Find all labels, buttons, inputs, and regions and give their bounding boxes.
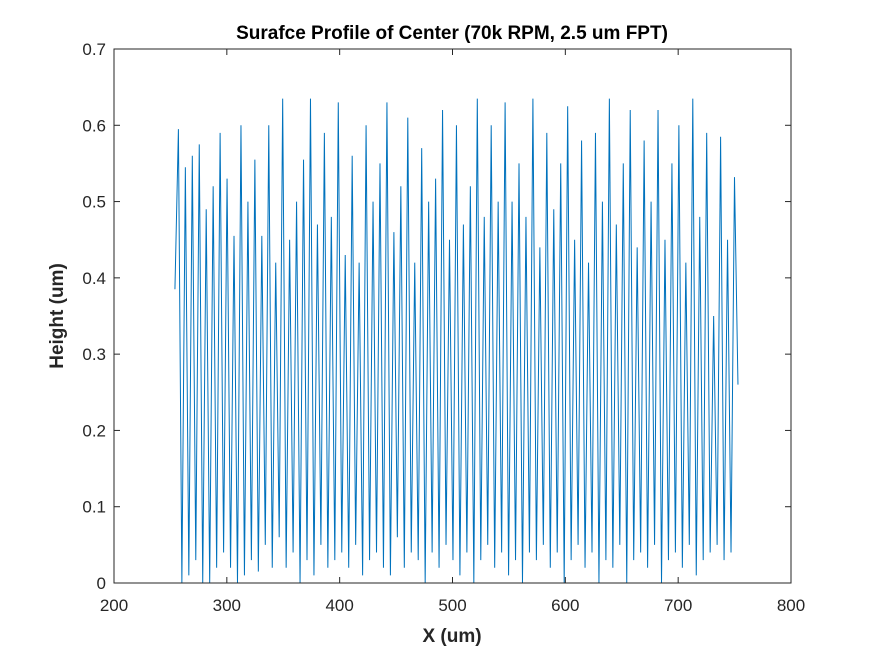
y-tick-label: 0.4: [82, 269, 106, 288]
y-tick-label: 0.1: [82, 498, 106, 517]
chart-title: Surafce Profile of Center (70k RPM, 2.5 …: [236, 23, 668, 44]
y-axis-label: Height (um): [47, 263, 68, 369]
y-tick-label: 0: [97, 574, 106, 593]
y-tick-label: 0.6: [82, 116, 106, 135]
x-tick-label: 800: [777, 596, 805, 615]
x-axis-label: X (um): [422, 626, 481, 647]
x-tick-label: 600: [551, 596, 579, 615]
x-tick-label: 400: [325, 596, 353, 615]
x-tick-label: 500: [438, 596, 466, 615]
x-tick-label: 300: [213, 596, 241, 615]
x-tick-label: 200: [100, 596, 128, 615]
x-tick-label: 700: [664, 596, 692, 615]
y-tick-label: 0.2: [82, 421, 106, 440]
y-tick-label: 0.7: [82, 40, 106, 59]
series-line: [174, 98, 739, 584]
y-tick-label: 0.5: [82, 193, 106, 212]
y-tick-label: 0.3: [82, 345, 106, 364]
